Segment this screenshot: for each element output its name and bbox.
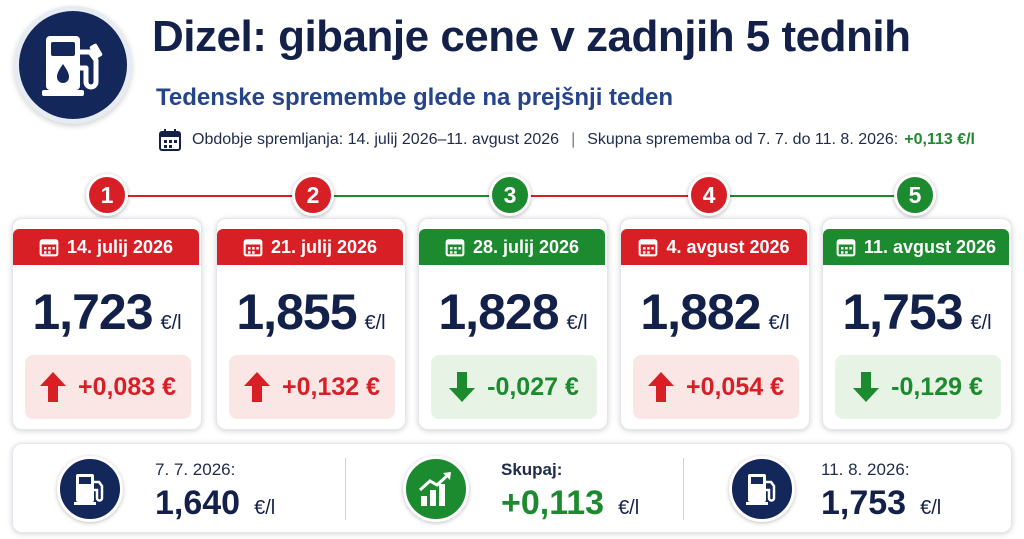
step-marker-1: 1: [86, 174, 128, 216]
change-value: -0,027 €: [487, 372, 579, 401]
week-date-header: 21. julij 2026: [217, 229, 403, 265]
step-marker-2: 2: [292, 174, 334, 216]
week-card-5: 11. avgust 2026 1,753 €/l -0,129 €: [822, 218, 1012, 430]
calendar-icon: [445, 237, 465, 257]
change-box: +0,054 €: [633, 355, 799, 419]
change-box: -0,129 €: [835, 355, 1001, 419]
price-display: 1,828 €/l: [419, 283, 607, 341]
change-box: +0,132 €: [229, 355, 395, 419]
arrow-down-icon: [449, 372, 476, 402]
total-change-text: Skupna sprememba od 7. 7. do 11. 8. 2026…: [587, 131, 899, 148]
page-title: Dizel: gibanje cene v zadnjih 5 tednih: [152, 12, 911, 61]
price-value: 1,723: [32, 284, 153, 340]
price-display: 1,753 €/l: [823, 283, 1011, 341]
fuel-pump-icon: [729, 456, 795, 522]
start-price-value: 1,640: [155, 484, 241, 522]
week-card-4: 4. avgust 2026 1,882 €/l +0,054 €: [620, 218, 810, 430]
timeline-connector-4-5: [730, 195, 914, 197]
week-date: 11. avgust 2026: [863, 236, 997, 257]
week-card-1: 14. julij 2026 1,723 €/l +0,083 €: [12, 218, 202, 430]
calendar-icon: [39, 237, 59, 257]
timeline-connector-1-2: [126, 195, 316, 197]
start-price-unit: €/l: [254, 497, 276, 519]
calendar-icon: [243, 237, 263, 257]
price-value: 1,828: [438, 284, 559, 340]
price-unit: €/l: [566, 312, 588, 334]
price-value: 1,855: [236, 284, 357, 340]
price-display: 1,882 €/l: [621, 283, 809, 341]
start-price: 1,640 €/l: [155, 484, 275, 523]
change-value: +0,083 €: [77, 372, 176, 401]
change-value: +0,132 €: [281, 372, 380, 401]
timeline-connector-3-4: [530, 195, 710, 197]
step-marker-3: 3: [489, 174, 531, 216]
week-date-header: 11. avgust 2026: [823, 229, 1009, 265]
divider: [345, 458, 346, 520]
week-date-header: 4. avgust 2026: [621, 229, 807, 265]
week-date: 4. avgust 2026: [666, 236, 790, 257]
total-change-value: +0,113: [501, 484, 605, 522]
summary-bar: 7. 7. 2026: 1,640 €/l Skupaj: +0,113 €/l 1…: [12, 443, 1012, 533]
fuel-pump-icon: [57, 456, 123, 522]
calendar-icon: [158, 128, 182, 152]
price-display: 1,723 €/l: [13, 283, 201, 341]
fuel-pump-icon: [14, 6, 132, 124]
price-value: 1,753: [842, 284, 963, 340]
week-date-header: 14. julij 2026: [13, 229, 199, 265]
step-marker-5: 5: [894, 174, 936, 216]
calendar-icon: [836, 237, 856, 257]
start-date-label: 7. 7. 2026:: [155, 460, 236, 479]
total-change: +0,113 €/l: [501, 484, 639, 523]
change-value: +0,054 €: [685, 372, 784, 401]
week-date: 28. julij 2026: [472, 236, 580, 257]
arrow-up-icon: [243, 372, 270, 402]
price-display: 1,855 €/l: [217, 283, 405, 341]
arrow-up-icon: [39, 372, 66, 402]
price-unit: €/l: [160, 312, 182, 334]
period-info: Obdobje spremljanja: 14. julij 2026–11. …: [158, 128, 975, 152]
price-unit: €/l: [768, 312, 790, 334]
total-label: Skupaj:: [501, 460, 563, 479]
growth-chart-icon: [403, 456, 469, 522]
timeline-connector-2-3: [334, 195, 504, 197]
arrow-down-icon: [853, 372, 880, 402]
price-value: 1,882: [640, 284, 761, 340]
price-unit: €/l: [970, 312, 992, 334]
total-change-unit: €/l: [618, 497, 640, 519]
week-date-header: 28. julij 2026: [419, 229, 605, 265]
week-date: 21. julij 2026: [270, 236, 378, 257]
total-change-value: +0,113 €/l: [904, 131, 975, 148]
change-value: -0,129 €: [891, 372, 983, 401]
change-box: -0,027 €: [431, 355, 597, 419]
change-box: +0,083 €: [25, 355, 191, 419]
week-date: 14. julij 2026: [66, 236, 174, 257]
divider: [683, 458, 684, 520]
page-subtitle: Tedenske spremembe glede na prejšnji ted…: [156, 84, 674, 111]
step-marker-4: 4: [688, 174, 730, 216]
end-price-value: 1,753: [821, 484, 907, 522]
end-price: 1,753 €/l: [821, 484, 941, 523]
calendar-icon: [638, 237, 658, 257]
arrow-up-icon: [647, 372, 674, 402]
week-card-3: 28. julij 2026 1,828 €/l -0,027 €: [418, 218, 608, 430]
end-price-unit: €/l: [920, 497, 942, 519]
week-card-2: 21. julij 2026 1,855 €/l +0,132 €: [216, 218, 406, 430]
period-text: Obdobje spremljanja: 14. julij 2026–11. …: [192, 131, 560, 148]
end-date-label: 11. 8. 2026:: [821, 460, 910, 479]
price-unit: €/l: [364, 312, 386, 334]
separator: |: [571, 131, 576, 148]
